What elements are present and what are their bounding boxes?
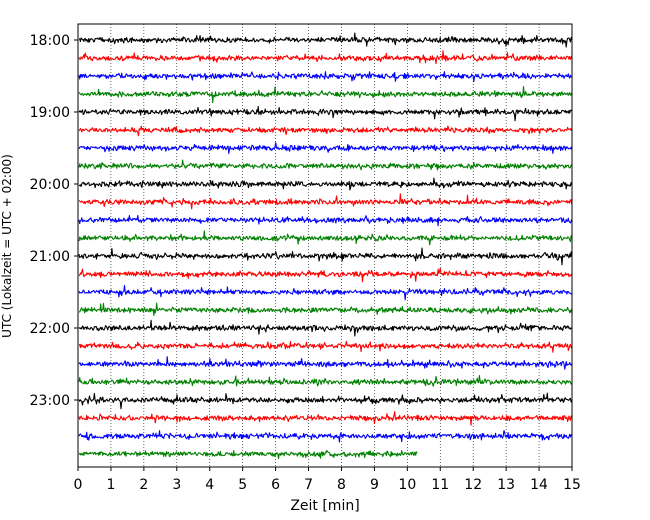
trace-row-1830 bbox=[78, 71, 573, 83]
seismogram-traces bbox=[78, 32, 573, 460]
x-tick-label: 7 bbox=[304, 477, 313, 493]
x-tick-label: 8 bbox=[337, 477, 346, 493]
y-tick-label: 21:00 bbox=[30, 249, 70, 265]
y-tick-label: 23:00 bbox=[30, 393, 70, 409]
x-tick-label: 13 bbox=[497, 477, 515, 493]
trace-row-2200 bbox=[78, 319, 572, 337]
x-tick-label: 14 bbox=[530, 477, 548, 493]
trace-row-2315 bbox=[78, 411, 573, 426]
trace-row-1845 bbox=[78, 86, 573, 104]
plot-frame bbox=[77, 23, 573, 468]
trace-row-2300 bbox=[78, 392, 573, 410]
trace-row-2100 bbox=[78, 247, 573, 266]
x-axis-ticks: 0 1 2 3 4 5 6 7 8 9 10 11 12 13 14 15 bbox=[74, 467, 581, 493]
y-tick-label: 19:00 bbox=[30, 105, 70, 121]
x-tick-label: 6 bbox=[271, 477, 280, 493]
y-tick-label: 20:00 bbox=[30, 177, 70, 193]
trace-row-2000 bbox=[78, 177, 573, 191]
trace-row-2145 bbox=[79, 302, 573, 316]
x-tick-label: 11 bbox=[431, 477, 449, 493]
x-tick-label: 4 bbox=[205, 477, 214, 493]
x-tick-label: 12 bbox=[464, 477, 482, 493]
trace-row-2130 bbox=[78, 285, 573, 301]
trace-row-1900 bbox=[78, 105, 573, 122]
y-axis-ticks: 18:00 19:00 20:00 21:00 22:00 23:00 bbox=[30, 33, 78, 409]
trace-row-2345 bbox=[78, 449, 418, 460]
x-tick-label: 0 bbox=[74, 477, 83, 493]
y-tick-label: 22:00 bbox=[30, 321, 70, 337]
trace-row-2215 bbox=[78, 340, 573, 353]
trace-row-1800 bbox=[79, 32, 573, 48]
x-tick-label: 9 bbox=[370, 477, 379, 493]
trace-row-1815 bbox=[78, 50, 573, 65]
x-tick-label: 2 bbox=[139, 477, 148, 493]
y-tick-label: 18:00 bbox=[30, 33, 70, 49]
x-gridlines bbox=[110, 24, 540, 467]
trace-row-1915 bbox=[78, 125, 573, 137]
trace-row-1930 bbox=[78, 142, 573, 154]
y-axis-title: UTC (Lokalzeit = UTC + 02:00) bbox=[0, 154, 14, 338]
trace-row-2115 bbox=[78, 267, 573, 283]
trace-row-2030 bbox=[78, 214, 573, 227]
x-tick-label: 5 bbox=[238, 477, 247, 493]
x-tick-label: 10 bbox=[398, 477, 416, 493]
trace-row-2230 bbox=[78, 356, 573, 370]
trace-row-2245 bbox=[78, 375, 573, 387]
trace-row-2045 bbox=[78, 230, 572, 246]
x-tick-label: 3 bbox=[172, 477, 181, 493]
trace-row-1945 bbox=[78, 159, 573, 171]
x-axis-title: Zeit [min] bbox=[290, 498, 359, 514]
x-tick-label: 15 bbox=[563, 477, 581, 493]
x-tick-label: 1 bbox=[106, 477, 115, 493]
trace-row-2330 bbox=[78, 430, 572, 443]
trace-row-2015 bbox=[78, 193, 573, 210]
